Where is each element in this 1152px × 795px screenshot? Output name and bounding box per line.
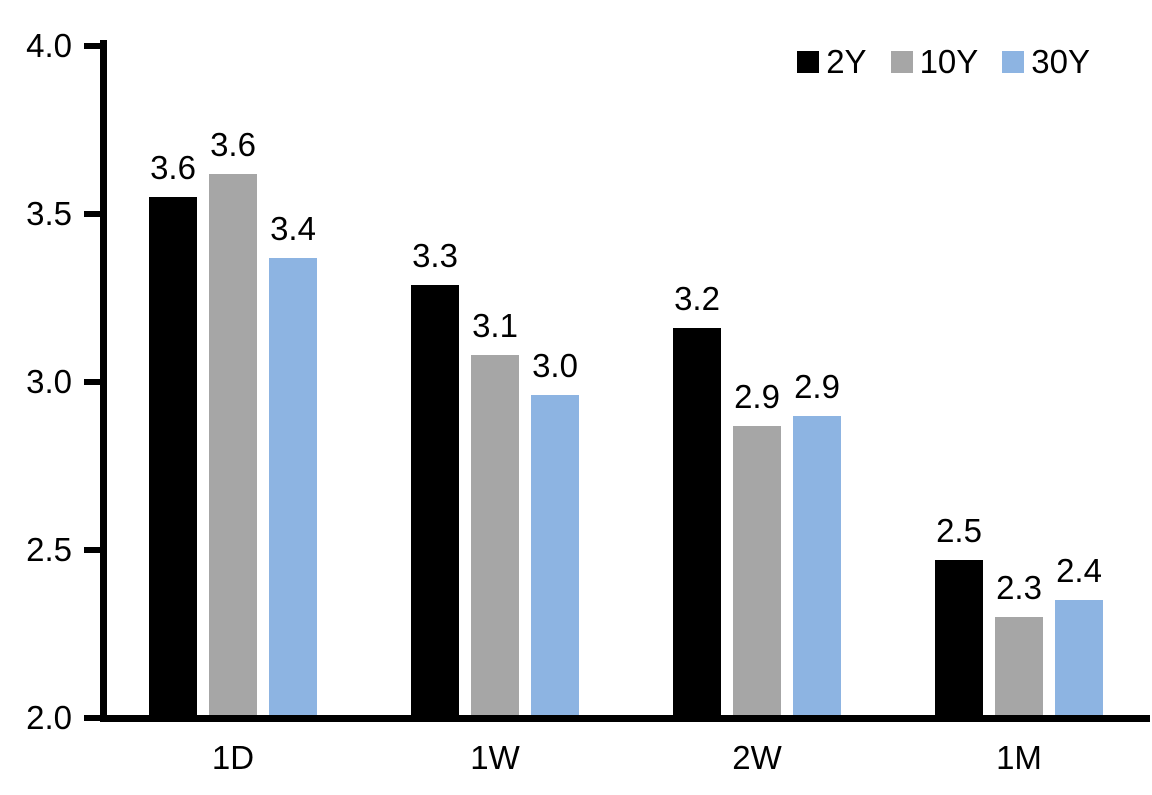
y-tick-label: 3.0 [26,363,72,400]
y-tick-mark [84,211,103,217]
data-label-10Y-1M: 2.3 [996,569,1042,607]
bar-30Y-2W [793,415,841,718]
bar-2Y-1W [411,284,459,718]
data-label-10Y-2W: 2.9 [734,377,780,415]
y-tick-label: 2.0 [26,699,72,736]
bar-10Y-2W [733,425,781,718]
y-tick-mark [84,547,103,553]
bar-10Y-1W [471,355,519,718]
data-label-30Y-1D: 3.4 [270,209,316,247]
legend: 2Y 10Y 30Y [797,44,1090,80]
data-label-2Y-2W: 3.2 [674,280,720,318]
bar-10Y-1D [209,173,257,718]
data-label-10Y-1D: 3.6 [210,125,256,163]
data-label-30Y-1W: 3.0 [532,347,578,385]
legend-label-30Y: 30Y [1031,43,1090,80]
data-label-2Y-1W: 3.3 [412,236,458,274]
legend-swatch-30Y [1002,51,1025,73]
bar-10Y-1M [995,617,1043,718]
category-label-1M: 1M [996,739,1042,776]
x-axis-line [100,715,1150,722]
y-tick-label: 3.5 [26,195,72,232]
y-axis-line [100,40,107,722]
legend-label-10Y: 10Y [919,43,979,80]
y-tick-mark [84,715,103,721]
bar-30Y-1D [269,257,317,718]
data-label-2Y-1M: 2.5 [936,512,982,550]
y-tick-label: 2.5 [26,531,72,568]
y-tick-label: 4.0 [26,27,72,64]
category-label-2W: 2W [732,739,782,776]
data-label-10Y-1W: 3.1 [472,307,518,345]
legend-swatch-10Y [890,51,913,73]
legend-swatch-2Y [797,51,820,73]
category-label-1W: 1W [470,739,520,776]
legend-item-30Y: 30Y [1002,44,1090,80]
y-tick-mark [84,43,103,49]
legend-item-10Y: 10Y [890,43,979,80]
bar-2Y-1M [935,560,983,718]
bar-30Y-1W [531,395,579,718]
bar-2Y-2W [673,328,721,718]
y-tick-mark [84,379,103,385]
legend-label-2Y: 2Y [826,43,867,80]
data-label-30Y-2W: 2.9 [794,367,840,405]
legend-item-2Y: 2Y [797,43,867,80]
bar-30Y-1M [1055,600,1103,718]
category-label-1D: 1D [211,739,255,776]
data-label-2Y-1D: 3.6 [150,149,196,187]
bar-2Y-1D [149,197,197,718]
data-label-30Y-1M: 2.4 [1056,552,1102,590]
